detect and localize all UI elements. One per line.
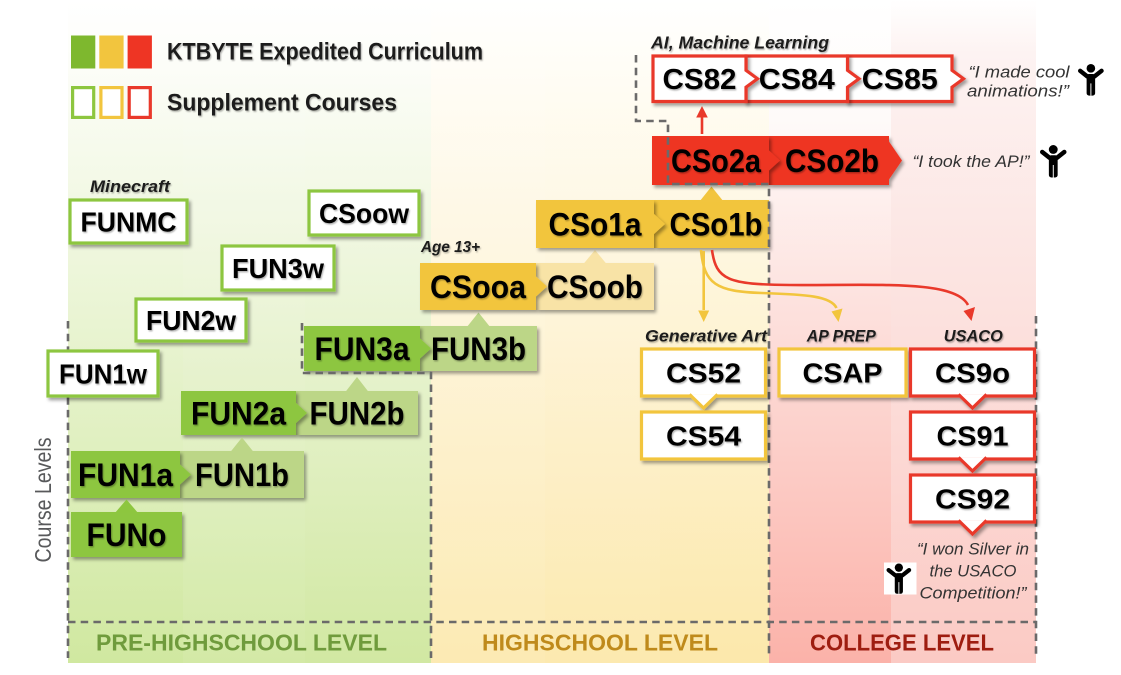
svg-text:CSAP: CSAP xyxy=(803,357,883,388)
svg-text:FUNMC: FUNMC xyxy=(81,206,177,237)
svg-text:CS82: CS82 xyxy=(663,64,737,96)
svg-text:CS91: CS91 xyxy=(937,420,1009,451)
svg-text:animations!”: animations!” xyxy=(967,82,1071,100)
svg-text:CSo2a: CSo2a xyxy=(671,143,761,179)
svg-text:CSoow: CSoow xyxy=(319,198,409,229)
svg-text:HIGHSCHOOL LEVEL: HIGHSCHOOL LEVEL xyxy=(482,629,718,655)
svg-text:the USACO: the USACO xyxy=(930,562,1017,580)
svg-text:CS54: CS54 xyxy=(666,420,741,451)
svg-text:FUN2b: FUN2b xyxy=(310,395,405,431)
svg-text:Competition!”: Competition!” xyxy=(920,584,1029,602)
svg-text:Course Levels: Course Levels xyxy=(30,438,56,563)
svg-text:Age 13+: Age 13+ xyxy=(420,239,480,256)
svg-text:FUNo: FUNo xyxy=(87,517,167,553)
svg-text:Generative Art: Generative Art xyxy=(645,326,768,345)
svg-text:CSo1a: CSo1a xyxy=(549,206,642,242)
svg-text:AP PREP: AP PREP xyxy=(806,326,877,345)
svg-text:CS52: CS52 xyxy=(666,357,741,388)
svg-text:Supplement Courses: Supplement Courses xyxy=(167,89,397,116)
svg-text:Minecraft: Minecraft xyxy=(90,177,171,196)
svg-text:USACO: USACO xyxy=(944,326,1003,345)
svg-text:CS9o: CS9o xyxy=(935,357,1010,388)
svg-text:CS85: CS85 xyxy=(862,64,938,96)
svg-text:PRE-HIGHSCHOOL LEVEL: PRE-HIGHSCHOOL LEVEL xyxy=(96,629,387,655)
svg-text:“I took the AP!”: “I took the AP!” xyxy=(913,153,1032,171)
svg-text:FUN1b: FUN1b xyxy=(195,457,289,493)
svg-text:FUN3w: FUN3w xyxy=(232,253,324,284)
svg-text:KTBYTE Expedited Curriculum: KTBYTE Expedited Curriculum xyxy=(167,39,483,66)
svg-text:FUN2a: FUN2a xyxy=(191,395,286,431)
svg-text:CSoob: CSoob xyxy=(547,269,643,305)
svg-text:AI, Machine Learning: AI, Machine Learning xyxy=(650,33,829,53)
svg-text:CSooa: CSooa xyxy=(430,269,526,305)
svg-text:FUN3b: FUN3b xyxy=(431,331,526,367)
svg-text:“I won Silver in: “I won Silver in xyxy=(917,540,1029,558)
svg-text:FUN3a: FUN3a xyxy=(315,331,410,367)
svg-text:COLLEGE LEVEL: COLLEGE LEVEL xyxy=(810,629,994,655)
svg-text:FUN2w: FUN2w xyxy=(146,305,236,336)
svg-text:CSo1b: CSo1b xyxy=(670,206,763,242)
svg-text:CSo2b: CSo2b xyxy=(785,143,879,179)
svg-text:“I made cool: “I made cool xyxy=(969,63,1071,81)
svg-text:CS92: CS92 xyxy=(935,483,1010,514)
svg-text:FUN1w: FUN1w xyxy=(59,358,147,389)
svg-text:CS84: CS84 xyxy=(759,64,835,96)
svg-text:FUN1a: FUN1a xyxy=(78,457,173,493)
